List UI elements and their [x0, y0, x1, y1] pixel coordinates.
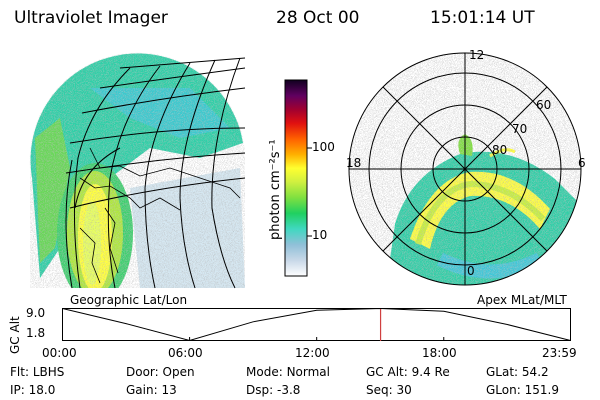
- info-label: GLat:: [486, 365, 519, 379]
- info-label: Seq:: [366, 383, 393, 397]
- info-seq: Seq: 30: [366, 383, 412, 397]
- info-label: Flt:: [10, 365, 29, 379]
- altitude-ylabel: GC Alt: [8, 316, 22, 354]
- time-label: 15:01:14 UT: [430, 8, 535, 28]
- geographic-caption: Geographic Lat/Lon: [70, 293, 188, 307]
- info-door: Door: Open: [126, 365, 195, 379]
- mlt-label-6: 6: [578, 156, 586, 170]
- colorbar-tick-10: 10: [312, 228, 328, 242]
- polar-grid: [348, 52, 582, 286]
- mlt-label-12: 12: [469, 48, 485, 62]
- info-filter: Flt: LBHS: [10, 365, 64, 379]
- info-value: 18.0: [28, 383, 56, 397]
- altitude-series-line: [62, 308, 571, 342]
- geographic-grid: [65, 57, 246, 289]
- altitude-plot-frame: [62, 308, 571, 341]
- time-tick-1800: 18:00: [422, 346, 457, 360]
- info-label: IP:: [10, 383, 25, 397]
- info-value: 54.2: [521, 365, 549, 379]
- info-value: 30: [396, 383, 412, 397]
- time-tick-0600: 06:00: [168, 346, 203, 360]
- date-label: 28 Oct 00: [276, 8, 360, 28]
- time-tick-1200: 12:00: [295, 346, 330, 360]
- info-value: Open: [162, 365, 195, 379]
- mlt-label-0: 0: [467, 264, 475, 278]
- apex-caption: Apex MLat/MLT: [477, 293, 567, 307]
- mlat-label-80: 80: [492, 143, 508, 157]
- info-value: 13: [161, 383, 177, 397]
- geographic-aurora-image: [29, 52, 245, 288]
- info-label: GLon:: [486, 383, 521, 397]
- mlat-label-70: 70: [512, 122, 528, 136]
- colorbar-tick-100: 100: [312, 140, 335, 154]
- info-value: 151.9: [524, 383, 559, 397]
- info-value: LBHS: [32, 365, 65, 379]
- mlat-label-60: 60: [536, 98, 552, 112]
- info-dsp: Dsp: -3.8: [246, 383, 300, 397]
- time-tick-0000: 00:00: [42, 346, 77, 360]
- info-label: Mode:: [246, 365, 283, 379]
- info-label: Door:: [126, 365, 159, 379]
- info-label: Gain:: [126, 383, 158, 397]
- polar-mlat-mlt-panel: [348, 52, 582, 286]
- info-gain: Gain: 13: [126, 383, 177, 397]
- info-glat: GLat: 54.2: [486, 365, 549, 379]
- altitude-ytick-9: 9.0: [26, 306, 46, 320]
- info-value: -3.8: [276, 383, 301, 397]
- info-label: Dsp:: [246, 383, 274, 397]
- color-scale-bar: [284, 79, 312, 277]
- geographic-image-panel: [29, 52, 246, 289]
- colorbar-unit-label: photon cm⁻²s⁻¹: [268, 139, 283, 240]
- info-glon: GLon: 151.9: [486, 383, 559, 397]
- mlt-label-18: 18: [346, 156, 362, 170]
- info-value: Normal: [286, 365, 330, 379]
- altitude-strip-chart: [62, 308, 571, 342]
- altitude-ytick-1.8: 1.8: [26, 326, 46, 340]
- info-gc-alt: GC Alt: 9.4 Re: [366, 365, 450, 379]
- info-label: GC Alt:: [366, 365, 408, 379]
- info-ip: IP: 18.0: [10, 383, 55, 397]
- info-mode: Mode: Normal: [246, 365, 330, 379]
- info-value: 9.4 Re: [411, 365, 450, 379]
- instrument-title: Ultraviolet Imager: [14, 8, 168, 28]
- time-tick-2359: 23:59: [542, 346, 577, 360]
